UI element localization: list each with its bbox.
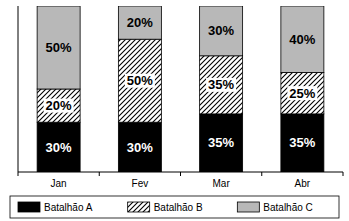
data-label: 20% (46, 98, 72, 113)
x-tick-label: Abr (295, 178, 311, 189)
bar-segment (200, 6, 243, 56)
bar-segment (37, 89, 80, 122)
bar-segment (281, 72, 324, 114)
legend-swatch (237, 202, 259, 212)
x-tick (180, 172, 181, 176)
bars (37, 6, 324, 172)
legend: Batalhão A Batalhão B Batalhão C (10, 196, 339, 218)
bar-segment (37, 122, 80, 172)
x-tick-label: Fev (132, 178, 149, 189)
label-bg (44, 99, 74, 113)
data-label: 35% (208, 77, 234, 92)
legend-label: Batalhão A (44, 202, 93, 213)
legend-swatch (128, 202, 150, 212)
legend-swatch (18, 202, 40, 212)
bar-segment (118, 6, 161, 39)
bar-segment (118, 39, 161, 122)
label-bg (125, 74, 155, 88)
bar-segment (281, 6, 324, 72)
legend-label: Batalhão B (154, 202, 203, 213)
legend-frame (10, 196, 339, 218)
data-label: 40% (289, 32, 315, 47)
y-axis (18, 6, 19, 172)
x-tick (343, 172, 344, 176)
data-label: 50% (46, 40, 72, 55)
data-label: 35% (208, 135, 234, 150)
label-bg (206, 78, 236, 92)
data-label: 25% (289, 86, 315, 101)
data-label: 35% (289, 135, 315, 150)
legend-label: Batalhão C (263, 202, 312, 213)
data-label: 30% (208, 23, 234, 38)
bar-segment (281, 114, 324, 172)
x-tick-label: Mar (213, 178, 231, 189)
label-bg (287, 86, 317, 100)
data-label: 30% (46, 140, 72, 155)
data-label: 30% (127, 140, 153, 155)
bar-segment (200, 56, 243, 114)
data-label: 50% (127, 73, 153, 88)
bar-segment (200, 114, 243, 172)
bar-segment (118, 122, 161, 172)
data-labels: 30% 20% 50% 30% 50% 20% 35% 35% 30% 35% 25% 40% (44, 15, 318, 155)
x-tick (261, 172, 262, 176)
chart: 30% 20% 50% 30% 50% 20% 35% 35% 30% 35% 25% 40% Jan F… (0, 0, 349, 221)
x-tick (18, 172, 19, 176)
bar-segment (37, 6, 80, 89)
x-tick (99, 172, 100, 176)
x-tick-label: Jan (51, 178, 67, 189)
data-label: 20% (127, 15, 153, 30)
